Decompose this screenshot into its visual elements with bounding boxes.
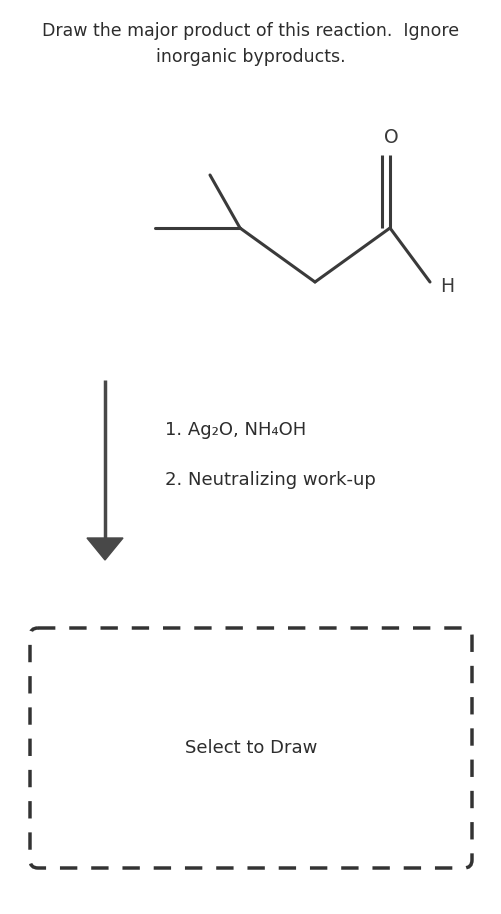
Polygon shape — [87, 538, 123, 560]
Text: 2. Neutralizing work-up: 2. Neutralizing work-up — [165, 471, 375, 489]
Text: O: O — [383, 128, 397, 147]
Text: Select to Draw: Select to Draw — [184, 739, 317, 757]
Text: Draw the major product of this reaction.  Ignore: Draw the major product of this reaction.… — [43, 22, 458, 40]
Text: 1. Ag₂O, NH₄OH: 1. Ag₂O, NH₄OH — [165, 421, 306, 439]
Text: inorganic byproducts.: inorganic byproducts. — [156, 48, 345, 66]
Text: H: H — [439, 277, 453, 295]
